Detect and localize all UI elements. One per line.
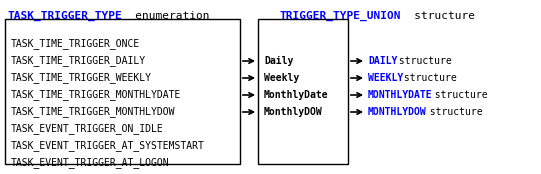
Text: structure: structure: [418, 107, 483, 117]
Text: TASK_TIME_TRIGGER_MONTHLYDOW: TASK_TIME_TRIGGER_MONTHLYDOW: [11, 106, 175, 117]
Text: enumeration: enumeration: [115, 11, 210, 21]
Text: DAILY: DAILY: [368, 56, 398, 66]
Text: Weekly: Weekly: [264, 73, 299, 83]
Text: structure: structure: [393, 56, 452, 66]
Bar: [5, 19, 240, 164]
Text: TASK_TRIGGER_TYPE: TASK_TRIGGER_TYPE: [8, 11, 123, 21]
Text: structure: structure: [394, 11, 474, 21]
Text: TRIGGER_TYPE_UNION: TRIGGER_TYPE_UNION: [280, 11, 401, 21]
Text: MONTHLYDOW: MONTHLYDOW: [368, 107, 427, 117]
Text: Daily: Daily: [264, 56, 293, 66]
Text: MonthlyDOW: MonthlyDOW: [264, 107, 323, 117]
Text: TASK_TIME_TRIGGER_DAILY: TASK_TIME_TRIGGER_DAILY: [11, 56, 146, 66]
Bar: [258, 19, 348, 164]
Text: MonthlyDate: MonthlyDate: [264, 90, 328, 100]
Text: TASK_TIME_TRIGGER_MONTHLYDATE: TASK_TIME_TRIGGER_MONTHLYDATE: [11, 90, 181, 100]
Text: TASK_EVENT_TRIGGER_ON_IDLE: TASK_EVENT_TRIGGER_ON_IDLE: [11, 124, 164, 135]
Text: MONTHLYDATE: MONTHLYDATE: [368, 90, 433, 100]
Text: structure: structure: [423, 90, 487, 100]
Text: TASK_TIME_TRIGGER_WEEKLY: TASK_TIME_TRIGGER_WEEKLY: [11, 73, 152, 84]
Text: WEEKLY: WEEKLY: [368, 73, 403, 83]
Text: TASK_TIME_TRIGGER_ONCE: TASK_TIME_TRIGGER_ONCE: [11, 39, 140, 49]
Text: structure: structure: [398, 73, 457, 83]
Text: TASK_EVENT_TRIGGER_AT_SYSTEMSTART: TASK_EVENT_TRIGGER_AT_SYSTEMSTART: [11, 141, 205, 151]
Text: TASK_EVENT_TRIGGER_AT_LOGON: TASK_EVENT_TRIGGER_AT_LOGON: [11, 157, 170, 168]
